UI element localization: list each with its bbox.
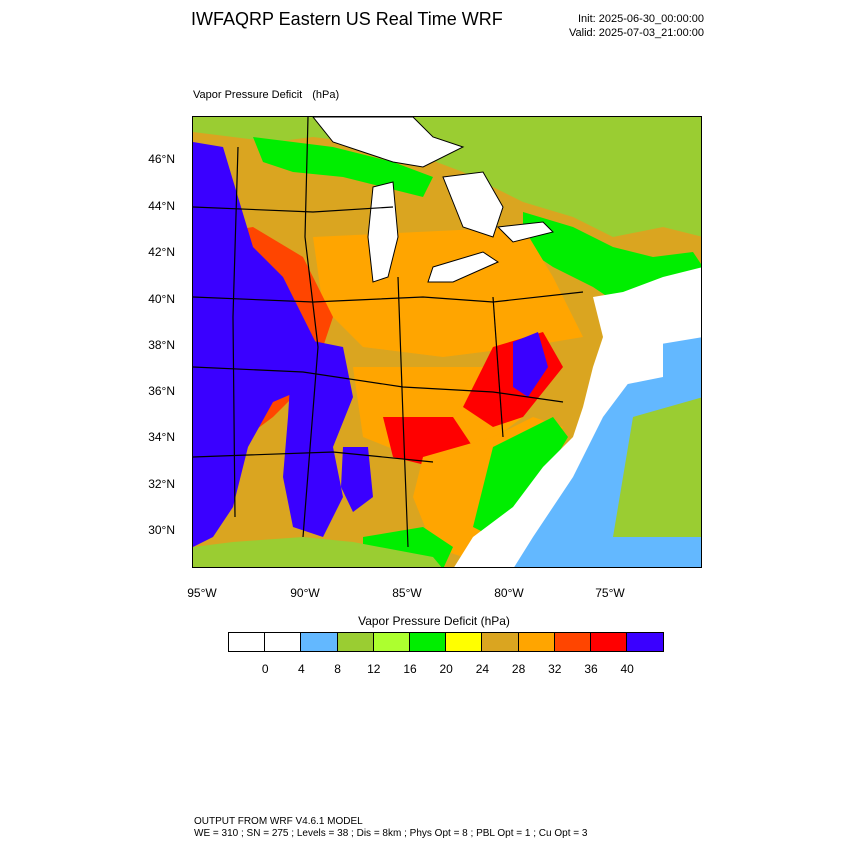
green-belt-north [253, 137, 433, 197]
init-time: Init: 2025-06-30_00:00:00 [578, 13, 704, 25]
colorbar-swatch [301, 633, 338, 651]
lat-label: 42°N [148, 245, 175, 259]
colorbar-tick-label: 28 [511, 662, 526, 676]
plot-field-label: Vapor Pressure Deficit (hPa) [193, 89, 339, 101]
colorbar-tick-label: 24 [475, 662, 490, 676]
colorbar-swatch [446, 633, 483, 651]
lat-label: 30°N [148, 523, 175, 537]
colorbar-tick-label: 40 [620, 662, 634, 676]
lat-label: 34°N [148, 430, 175, 444]
colorbar-swatch [409, 633, 447, 651]
purple-alabama [341, 447, 373, 512]
lake-ontario [496, 221, 554, 243]
colorbar-title: Vapor Pressure Deficit (hPa) [358, 614, 510, 628]
lat-label: 32°N [148, 477, 175, 491]
colorbar-swatch [518, 633, 555, 651]
colorbar-swatch [337, 633, 374, 651]
boundary-line [193, 366, 564, 403]
lon-label: 85°W [392, 586, 422, 600]
colorbar-swatch [265, 633, 302, 651]
boundary-line [193, 451, 434, 463]
lat-label: 36°N [148, 384, 175, 398]
colorbar-tick-label: 36 [584, 662, 598, 676]
purple-west-plains [193, 142, 323, 547]
colorbar-swatch [482, 633, 519, 651]
lat-label: 40°N [148, 292, 175, 306]
boundary-line [302, 117, 319, 538]
vpd-map [192, 116, 702, 568]
map-canvas [193, 117, 701, 567]
colorbar-tick-label: 32 [548, 662, 562, 676]
footer-config: WE = 310 ; SN = 275 ; Levels = 38 ; Dis … [194, 828, 588, 839]
canada-region [193, 117, 701, 237]
lat-label: 46°N [148, 152, 175, 166]
colorbar-swatch [373, 633, 410, 651]
colorbar-swatch [627, 633, 664, 651]
gulf-of-mexico [193, 537, 442, 567]
lake-huron [442, 171, 504, 238]
chart-title: IWFAQRP Eastern US Real Time WRF [191, 9, 503, 29]
footer-model: OUTPUT FROM WRF V4.6.1 MODEL [194, 816, 363, 827]
colorbar-tick-label: 8 [334, 662, 341, 676]
colorbar-tick-label: 12 [367, 662, 381, 676]
valid-time: Valid: 2025-07-03_21:00:00 [569, 27, 704, 39]
colorbar-swatch [590, 633, 628, 651]
lake-superior [312, 117, 465, 168]
colorbar-tick-label: 0 [261, 662, 269, 676]
boundary-line [193, 206, 394, 213]
field-unit: (hPa) [312, 89, 340, 101]
purple-mississippi [283, 337, 353, 537]
lat-label: 38°N [148, 338, 175, 352]
purple-virginia [513, 332, 548, 397]
green-carolinas [473, 417, 568, 537]
field-name: Vapor Pressure Deficit [193, 89, 303, 101]
lake-erie [427, 251, 500, 283]
atlantic-clear [603, 327, 663, 387]
colorbar-tick-label: 16 [403, 662, 417, 676]
lat-label: 44°N [148, 199, 175, 213]
boundary-line [397, 276, 409, 548]
lon-label: 75°W [595, 586, 625, 600]
lon-label: 80°W [494, 586, 524, 600]
colorbar-swatch [229, 633, 266, 651]
state-boundaries [193, 117, 584, 548]
boundary-line [232, 146, 239, 518]
lon-label: 90°W [290, 586, 320, 600]
boundary-line [193, 291, 584, 303]
boundary-line [492, 296, 504, 438]
colorbar [228, 632, 665, 652]
atlantic-green [613, 397, 701, 537]
colorbar-tick-label: 20 [439, 662, 453, 676]
lon-label: 95°W [187, 586, 217, 600]
colorbar-tick-label: 4 [298, 662, 305, 676]
colorbar-swatch [554, 633, 591, 651]
